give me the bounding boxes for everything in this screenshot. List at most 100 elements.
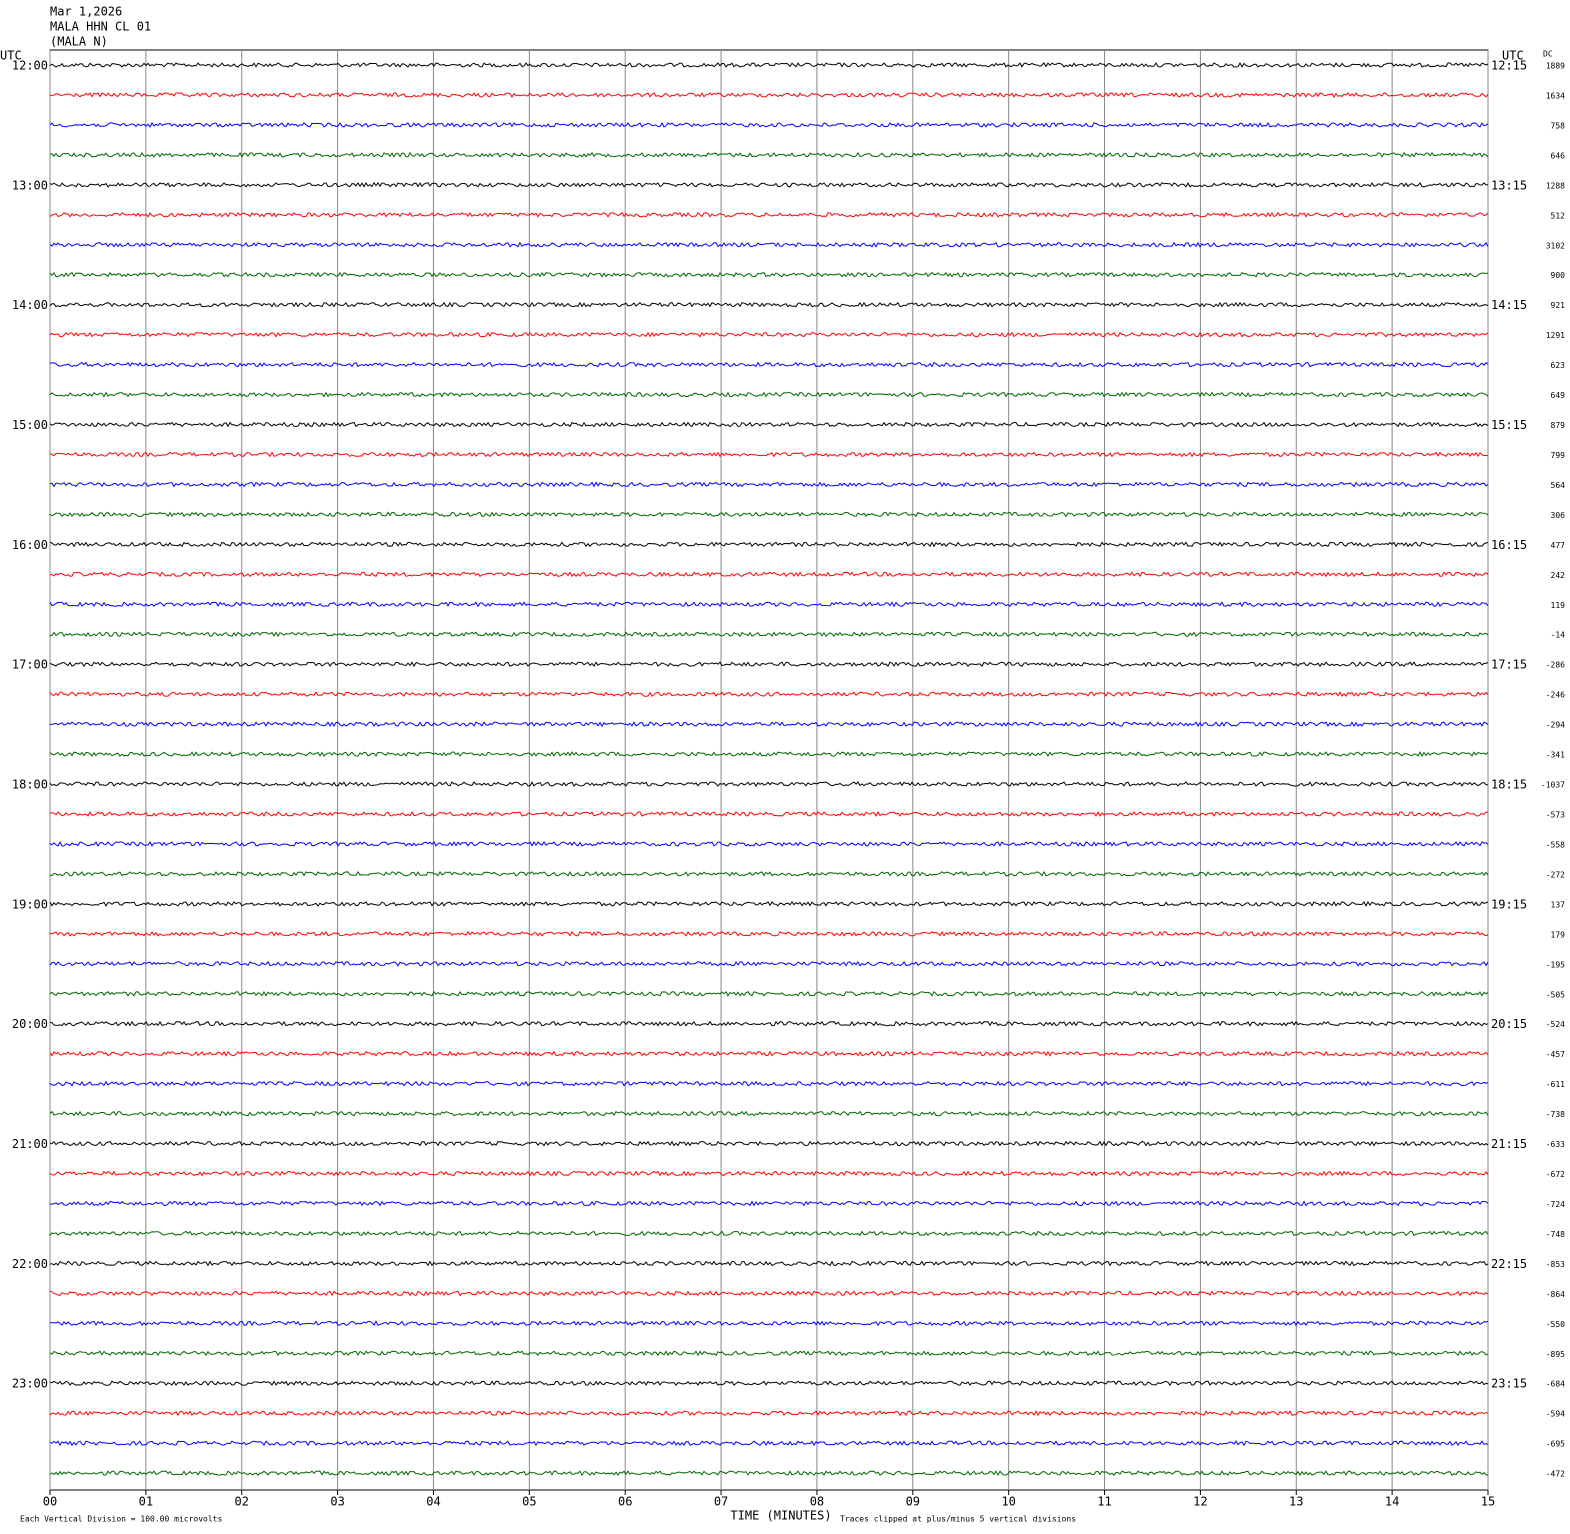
left-time-label: 23:00 [12,1377,48,1391]
dc-value: -695 [1546,1440,1565,1449]
dc-value: 1291 [1546,331,1565,340]
dc-value: -895 [1546,1350,1565,1359]
dc-value: 799 [1551,451,1566,460]
dc-value: 623 [1551,361,1566,370]
trace [49,391,1489,398]
trace [49,541,1489,548]
trace [49,1350,1489,1357]
dc-value: 477 [1551,541,1566,550]
trace [49,1440,1489,1447]
dc-value: -457 [1546,1050,1565,1059]
right-time-label: 18:15 [1491,778,1527,792]
trace [49,870,1489,877]
x-tick-label: 14 [1385,1495,1399,1509]
x-tick-label: 13 [1289,1495,1303,1509]
right-time-label: 20:15 [1491,1017,1527,1031]
trace [49,511,1489,518]
trace [49,1380,1489,1387]
x-tick-label: 11 [1097,1495,1111,1509]
trace [49,661,1489,668]
trace [49,841,1489,847]
dc-value: -738 [1546,1110,1565,1119]
left-time-label: 13:00 [12,178,48,192]
x-tick-label: 03 [330,1495,344,1509]
x-tick-label: 01 [139,1495,153,1509]
trace [49,571,1489,578]
dc-value: -724 [1546,1200,1565,1209]
trace [50,810,1489,818]
dc-value: 306 [1551,511,1566,520]
left-time-label: 18:00 [12,778,48,792]
footer-note: Each Vertical Division = 100.00 microvol… [20,1515,222,1524]
dc-value: 512 [1551,211,1566,220]
trace [49,960,1489,967]
left-time-label: 22:00 [12,1257,48,1271]
trace [49,1170,1489,1177]
x-tick-label: 09 [906,1495,920,1509]
dc-value: 564 [1551,481,1566,490]
dc-value: -573 [1546,811,1565,820]
right-time-label: 17:15 [1491,658,1527,672]
dc-value: 646 [1551,151,1566,160]
left-time-label: 19:00 [12,897,48,911]
dc-value: -341 [1546,751,1565,760]
dc-value: -505 [1546,990,1565,999]
right-axis-title: UTC [1502,49,1524,63]
left-time-label: 21:00 [12,1137,48,1151]
trace [49,1410,1489,1417]
trace [49,271,1489,278]
plot-frame [49,49,1489,1491]
trace [49,1050,1489,1057]
trace [49,781,1488,787]
dc-value: 242 [1551,571,1566,580]
dc-value: 879 [1551,421,1566,430]
left-time-label: 15:00 [12,418,48,432]
dc-value: 649 [1551,391,1566,400]
dc-value: 179 [1551,930,1566,939]
dc-value: -14 [1551,631,1566,640]
header-line: MALA HHN CL 01 [50,20,151,34]
dc-value: -294 [1546,721,1565,730]
x-axis-title: TIME (MINUTES) [730,1509,831,1523]
trace [49,1140,1489,1147]
x-tick-label: 04 [426,1495,440,1509]
right-time-label: 22:15 [1491,1257,1527,1271]
trace [49,421,1489,428]
trace [49,241,1489,248]
dc-value: 3102 [1546,241,1565,250]
trace [49,451,1489,458]
x-tick-label: 05 [522,1495,536,1509]
trace [49,1080,1489,1087]
trace [50,1200,1489,1207]
right-time-label: 16:15 [1491,538,1527,552]
dc-value: 119 [1551,601,1566,610]
trace [49,121,1489,128]
dc-value: -633 [1546,1140,1565,1149]
dc-value: -195 [1546,960,1565,969]
trace [49,1290,1489,1297]
header-line: Mar 1,2026 [50,5,122,19]
dc-value: 1889 [1546,62,1565,71]
dc-value: -611 [1546,1080,1565,1089]
header-line: (MALA N) [50,35,108,49]
dc-value: 1288 [1546,181,1565,190]
left-time-label: 20:00 [12,1017,48,1031]
x-tick-label: 15 [1481,1495,1495,1509]
left-time-label: 16:00 [12,538,48,552]
trace [49,1110,1489,1117]
trace [49,691,1489,697]
dc-value: -864 [1546,1290,1565,1299]
right-time-label: 13:15 [1491,178,1527,192]
trace [49,930,1489,937]
footer-note: Traces clipped at plus/minus 5 vertical … [840,1515,1076,1524]
dc-title: DC [1543,50,1553,59]
right-time-label: 21:15 [1491,1137,1527,1151]
right-time-label: 12:15 [1491,59,1527,73]
x-tick-label: 00 [43,1495,57,1509]
x-tick-label: 06 [618,1495,632,1509]
trace [49,721,1489,728]
x-tick-label: 02 [235,1495,249,1509]
right-time-label: 23:15 [1491,1377,1527,1391]
right-time-label: 15:15 [1491,418,1527,432]
trace [49,1020,1489,1027]
